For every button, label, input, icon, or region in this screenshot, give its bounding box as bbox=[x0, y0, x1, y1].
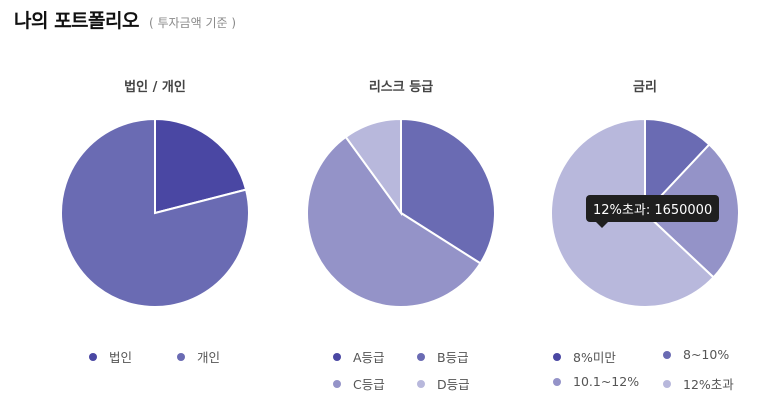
legend-item[interactable]: B등급 bbox=[417, 347, 469, 366]
chart-title-0: 법인 / 개인 bbox=[124, 80, 186, 95]
legend-item[interactable]: 10.1~12% bbox=[553, 374, 639, 389]
page-subtitle: ( 투자금액 기준 ) bbox=[148, 16, 237, 30]
legend-dot-icon bbox=[333, 352, 341, 361]
legend-item[interactable]: D등급 bbox=[417, 374, 470, 393]
legend-item[interactable]: 개인 bbox=[177, 347, 220, 366]
pie-chart-0 bbox=[60, 117, 250, 308]
legend-label: 8%미만 bbox=[573, 350, 616, 365]
legend-item[interactable]: 법인 bbox=[89, 347, 132, 366]
legend-label: D등급 bbox=[437, 377, 470, 392]
pie-slice-법인[interactable] bbox=[154, 117, 248, 215]
pie-slice-8~10%[interactable] bbox=[644, 117, 711, 216]
legend-dot-icon bbox=[417, 379, 425, 388]
legend-dot-icon bbox=[333, 379, 341, 388]
pie-slice-C등급[interactable] bbox=[306, 135, 482, 308]
legend-label: B등급 bbox=[437, 350, 469, 365]
legend-item[interactable]: 8%미만 bbox=[553, 347, 616, 366]
legend-dot-icon bbox=[663, 350, 671, 359]
legend-dot-icon bbox=[553, 377, 561, 386]
legend-dot-icon bbox=[177, 352, 185, 361]
legend-dot-icon bbox=[89, 352, 97, 361]
legend-label: 10.1~12% bbox=[573, 374, 640, 389]
legend-item[interactable]: C등급 bbox=[333, 374, 385, 393]
chart-tooltip: 12%초과: 1650000 bbox=[586, 195, 720, 228]
legend-item[interactable]: A등급 bbox=[333, 347, 385, 366]
page-title: 나의 포트폴리오 bbox=[14, 10, 139, 32]
pie-slice-D등급[interactable] bbox=[344, 117, 402, 217]
pie-chart-1 bbox=[306, 117, 496, 308]
legend-label: C등급 bbox=[353, 377, 385, 392]
chart-title-2: 금리 bbox=[633, 80, 657, 95]
legend-label: 8~10% bbox=[683, 347, 730, 362]
legend-dot-icon bbox=[553, 352, 561, 361]
legend-label: 개인 bbox=[197, 350, 221, 365]
legend-label: A등급 bbox=[353, 350, 385, 365]
pie-slice-개인[interactable] bbox=[60, 117, 250, 308]
legend-dot-icon bbox=[663, 379, 671, 388]
legend-dot-icon bbox=[417, 352, 425, 361]
legend-item[interactable]: 12%초과 bbox=[663, 374, 734, 393]
header: 나의 포트폴리오 ( 투자금액 기준 ) bbox=[14, 6, 236, 33]
legend-item[interactable]: 8~10% bbox=[663, 347, 729, 362]
chart-title-1: 리스크 등급 bbox=[368, 80, 434, 95]
legend-label: 12%초과 bbox=[683, 377, 734, 392]
legend-label: 법인 bbox=[109, 350, 133, 365]
